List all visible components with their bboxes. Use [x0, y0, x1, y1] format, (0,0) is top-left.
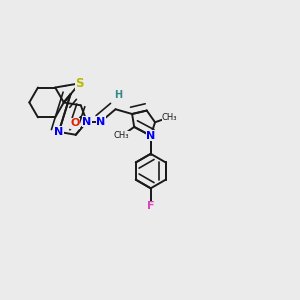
Text: CH₃: CH₃ [162, 112, 177, 122]
Text: N: N [54, 127, 63, 137]
Text: O: O [70, 118, 80, 128]
Text: S: S [75, 77, 84, 90]
Text: F: F [147, 201, 154, 212]
Text: H: H [114, 90, 123, 100]
Text: CH₃: CH₃ [114, 131, 129, 140]
Text: N: N [96, 116, 106, 127]
Text: N: N [146, 131, 155, 141]
Text: N: N [82, 116, 92, 127]
